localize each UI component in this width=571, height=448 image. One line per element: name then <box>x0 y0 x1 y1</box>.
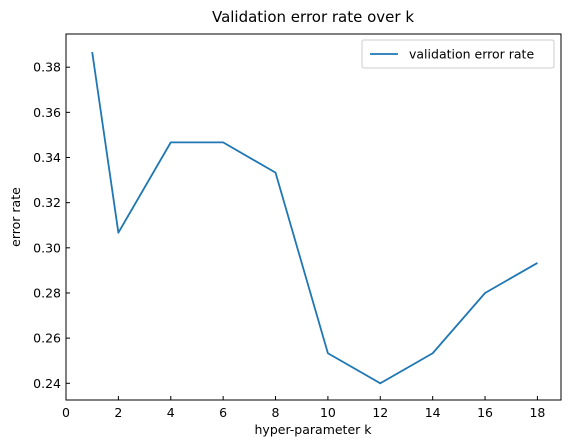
x-tick-label-2: 2 <box>114 405 122 420</box>
y-tick-label-0.24: 0.24 <box>33 376 61 391</box>
y-tick-label-0.34: 0.34 <box>33 150 61 165</box>
y-tick-label-0.36: 0.36 <box>33 105 61 120</box>
y-tick-label-0.38: 0.38 <box>33 60 61 75</box>
x-tick-label-18: 18 <box>529 405 545 420</box>
x-tick-label-4: 4 <box>167 405 175 420</box>
y-axis-label: error rate <box>8 187 23 247</box>
x-tick-label-6: 6 <box>219 405 227 420</box>
y-tick-label-0.32: 0.32 <box>33 195 61 210</box>
y-tick-label-0.26: 0.26 <box>33 331 61 346</box>
x-tick-label-8: 8 <box>272 405 280 420</box>
series-layer <box>92 52 537 383</box>
y-tick-label-0.30: 0.30 <box>33 240 61 255</box>
y-tick-label-0.28: 0.28 <box>33 285 61 300</box>
legend-label-validation-error-rate: validation error rate <box>409 47 534 62</box>
x-tick-label-14: 14 <box>425 405 441 420</box>
series-line-validation-error-rate <box>92 52 537 383</box>
y-axis-ticks: 0.24 0.26 0.28 0.30 0.32 0.34 0.36 0.38 <box>33 60 70 391</box>
x-tick-label-10: 10 <box>320 405 336 420</box>
plot-frame <box>66 34 561 400</box>
chart-title: Validation error rate over k <box>212 8 414 26</box>
x-tick-label-12: 12 <box>372 405 388 420</box>
x-tick-label-0: 0 <box>62 405 70 420</box>
x-tick-label-16: 16 <box>477 405 493 420</box>
x-axis-label: hyper-parameter k <box>255 422 373 437</box>
legend: validation error rate <box>362 40 554 68</box>
